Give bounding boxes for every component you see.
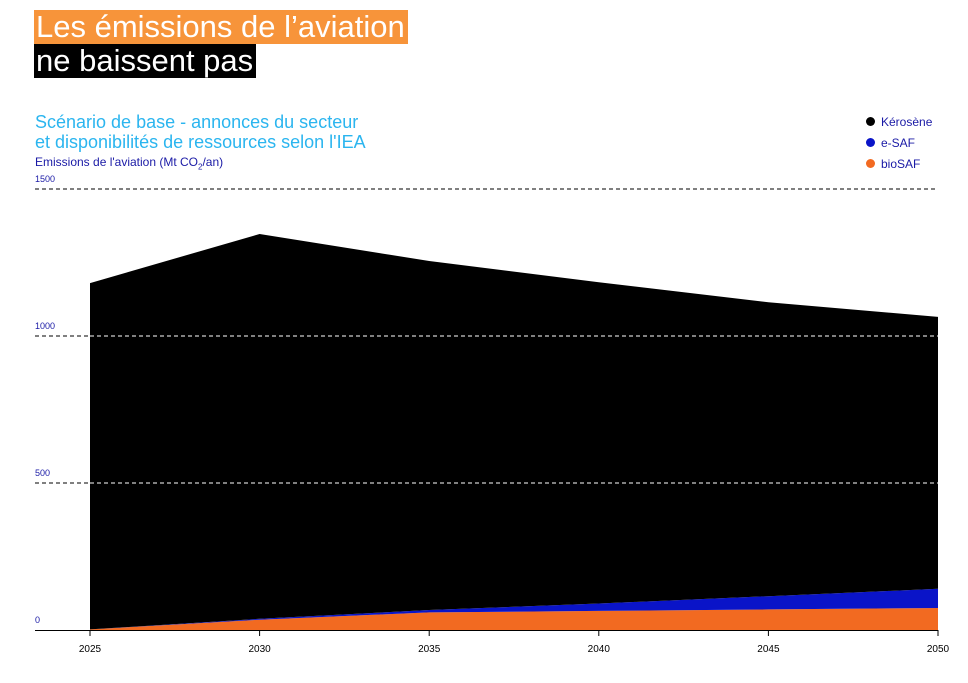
legend-label-kerosene: Kérosène — [881, 114, 933, 129]
x-tick-label-2040: 2040 — [588, 644, 611, 655]
headline-line-2: ne baissent pas — [34, 44, 257, 78]
legend-dot-biosaf — [866, 159, 875, 168]
y-tick-label-500: 500 — [35, 468, 50, 478]
x-tick-label-2035: 2035 — [418, 644, 441, 655]
chart-title-line-1: Scénario de base - annonces du secteur — [35, 112, 359, 132]
legend-item-esaf: e-SAF — [866, 132, 932, 153]
legend-item-kerosene: Kérosène — [866, 111, 932, 132]
x-tick-label-2030: 2030 — [248, 644, 271, 655]
chart-title: Scénario de base - annonces du secteur e… — [35, 112, 595, 152]
legend-label-esaf: e-SAF — [881, 135, 916, 150]
y-tick-label-0: 0 — [35, 615, 40, 625]
x-tick-label-2045: 2045 — [757, 644, 780, 655]
y-axis-label-sub: 2 — [198, 162, 203, 172]
legend-item-biosaf: bioSAF — [866, 153, 932, 174]
chart-title-line-2: et disponibilités de ressources selon l'… — [35, 132, 366, 152]
legend: Kérosène e-SAF bioSAF — [866, 111, 932, 174]
y-tick-label-1000: 1000 — [35, 321, 55, 331]
x-tick-label-2025: 2025 — [79, 644, 102, 655]
y-axis-label-prefix: Emissions de l'aviation (Mt CO — [35, 155, 199, 169]
legend-dot-kerosene — [866, 117, 875, 126]
headline: Les émissions de l’aviation ne baissent … — [34, 10, 408, 78]
y-axis-label: Emissions de l'aviation (Mt CO2/an) — [35, 155, 223, 171]
area-series-e-saf — [90, 588, 938, 630]
legend-label-biosaf: bioSAF — [881, 156, 921, 171]
legend-dot-esaf — [866, 138, 875, 147]
area-series-k-ros-ne — [90, 234, 938, 630]
y-tick-label-1500: 1500 — [35, 174, 55, 184]
y-axis-label-suffix: /an) — [202, 155, 224, 169]
area-series-biosaf — [90, 608, 938, 630]
headline-line-1: Les émissions de l’aviation — [34, 10, 408, 44]
x-tick-label-2050: 2050 — [927, 644, 950, 655]
